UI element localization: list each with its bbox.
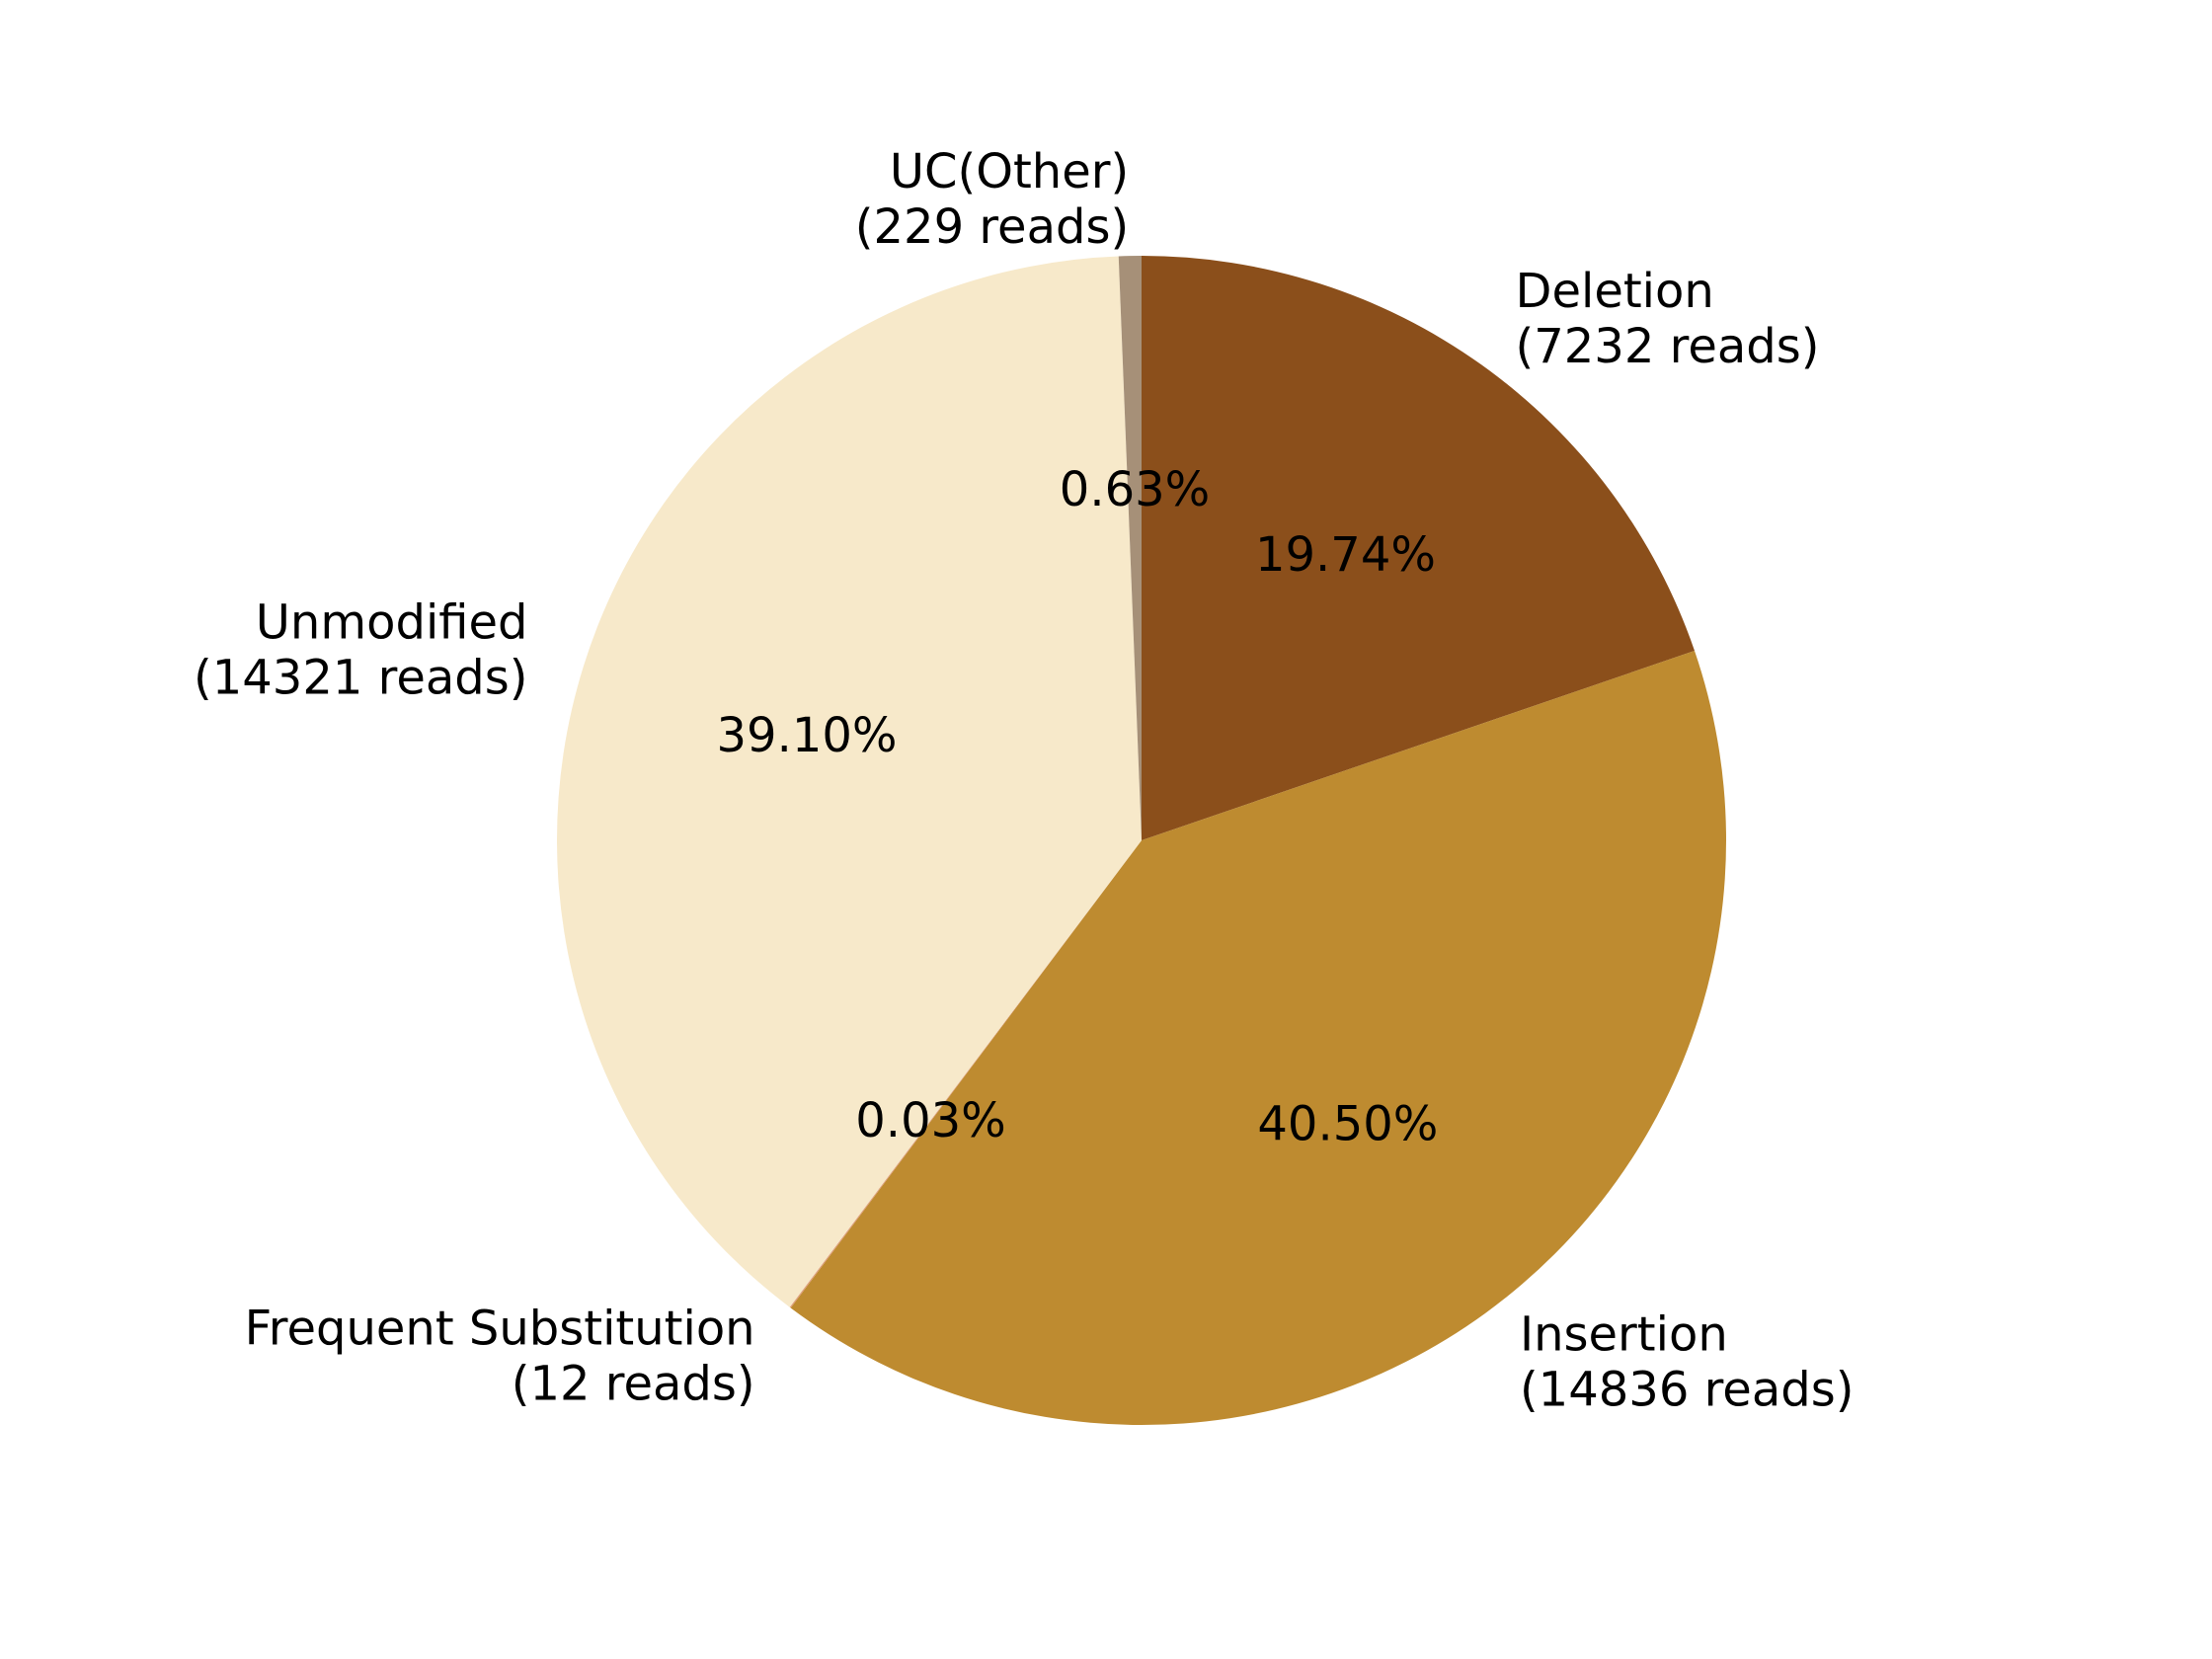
pie-labels: Deletion (7232 reads) 19.74% Insertion (1483… bbox=[194, 144, 1854, 1418]
slice-label-reads: (229 reads) bbox=[855, 199, 1129, 255]
slice-percent-insertion: 40.50% bbox=[1257, 1096, 1438, 1151]
pie-slice-frequent-substitution bbox=[789, 840, 1142, 1308]
slice-label-uc-other: UC(Other) (229 reads) bbox=[855, 144, 1129, 255]
pie-slice-unmodified bbox=[557, 256, 1142, 1307]
pie-slices bbox=[557, 256, 1726, 1425]
slice-percent-uc-other: 0.63% bbox=[1060, 462, 1210, 517]
slice-label-name: UC(Other) bbox=[890, 144, 1129, 199]
slice-label-insertion: Insertion (14836 reads) bbox=[1520, 1307, 1855, 1418]
slice-label-frequent-substitution: Frequent Substitution (12 reads) bbox=[245, 1301, 755, 1411]
slice-percent-frequent-substitution: 0.03% bbox=[855, 1093, 1005, 1148]
slice-label-unmodified: Unmodified (14321 reads) bbox=[194, 595, 528, 706]
slice-label-reads: (14836 reads) bbox=[1520, 1363, 1855, 1418]
slice-label-name: Unmodified bbox=[256, 595, 528, 651]
pie-slice-uc-other bbox=[1118, 256, 1142, 840]
slice-label-name: Insertion bbox=[1520, 1307, 1728, 1363]
pie-slice-deletion bbox=[1142, 256, 1696, 840]
slice-label-name: Deletion bbox=[1516, 264, 1714, 319]
slice-label-reads: (14321 reads) bbox=[194, 651, 528, 706]
slice-percent-deletion: 19.74% bbox=[1255, 527, 1436, 583]
slice-label-name: Frequent Substitution bbox=[245, 1301, 755, 1356]
pie-slice-insertion bbox=[790, 651, 1726, 1425]
slice-label-reads: (12 reads) bbox=[512, 1356, 755, 1411]
slice-label-reads: (7232 reads) bbox=[1516, 319, 1820, 374]
slice-percent-unmodified: 39.10% bbox=[716, 708, 897, 763]
slice-label-deletion: Deletion (7232 reads) bbox=[1516, 264, 1820, 374]
